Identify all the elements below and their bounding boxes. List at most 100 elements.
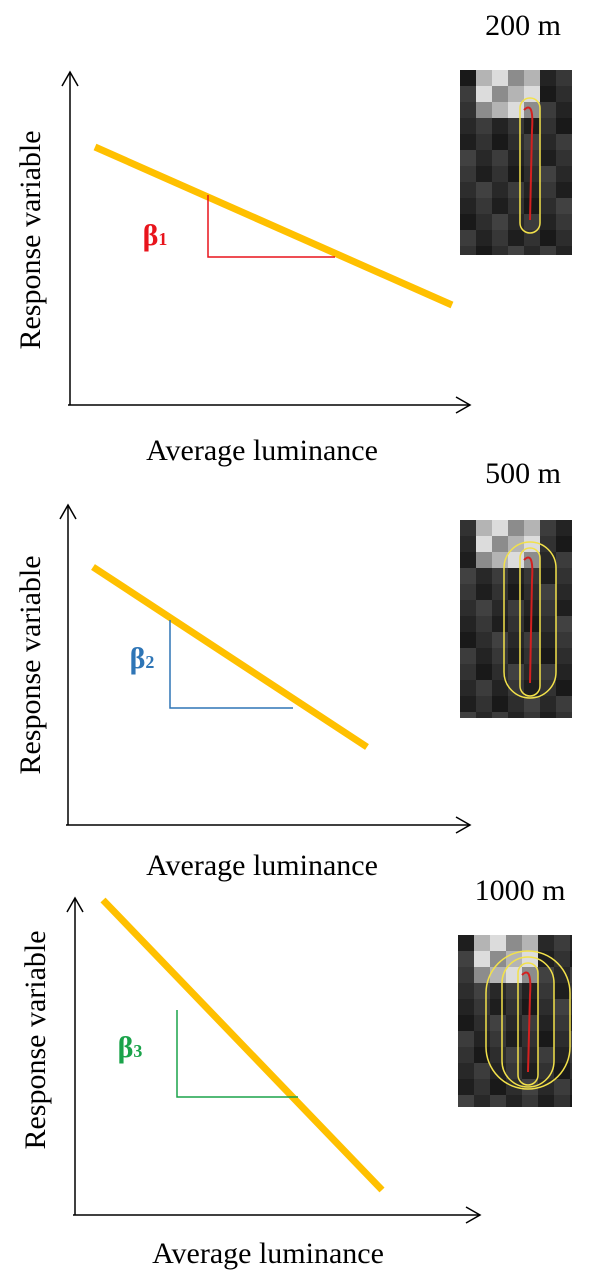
thumbnail-pixel xyxy=(556,520,572,536)
thumbnail-pixel xyxy=(474,1079,490,1095)
thumbnail-pixel xyxy=(556,198,572,214)
thumbnail-pixel xyxy=(460,648,476,664)
thumbnail-pixel xyxy=(492,584,508,600)
thumbnail-pixel xyxy=(460,230,476,246)
thumbnail-pixel xyxy=(508,696,524,712)
thumbnail-pixel xyxy=(524,664,540,680)
thumbnail-pixel xyxy=(492,520,508,536)
thumbnail-pixel xyxy=(556,102,572,118)
thumbnail-pixel xyxy=(524,214,540,230)
thumbnail-pixel xyxy=(556,118,572,134)
thumbnail-pixel xyxy=(490,983,506,999)
beta-index: 2 xyxy=(145,652,154,672)
thumbnail-pixel xyxy=(524,648,540,664)
thumbnail-pixel xyxy=(556,246,572,255)
thumbnail-pixel xyxy=(476,182,492,198)
thumbnail-pixel xyxy=(522,935,538,951)
thumbnail-pixel xyxy=(458,1031,474,1047)
thumbnail-pixel xyxy=(476,230,492,246)
thumbnail-pixel xyxy=(540,182,556,198)
thumbnail-pixel xyxy=(554,1079,570,1095)
thumbnail-pixel xyxy=(476,70,492,86)
thumbnail-pixel xyxy=(492,150,508,166)
thumbnail-pixel xyxy=(508,712,524,718)
thumbnail-pixel xyxy=(508,600,524,616)
thumbnail-pixel xyxy=(492,86,508,102)
thumbnail-pixel xyxy=(556,664,572,680)
thumbnail-pixel xyxy=(524,182,540,198)
thumbnail-pixel xyxy=(540,520,556,536)
thumbnail-pixel xyxy=(476,150,492,166)
thumbnail-pixel xyxy=(554,951,570,967)
beta-label: β3 xyxy=(118,1031,143,1064)
x-axis-label: Average luminance xyxy=(146,434,378,467)
thumbnail-pixel xyxy=(538,1095,554,1107)
thumbnail-pixel xyxy=(508,230,524,246)
thumbnail-pixel xyxy=(460,552,476,568)
thumbnail-pixel xyxy=(476,568,492,584)
thumbnail-pixel xyxy=(492,182,508,198)
thumbnail-pixel xyxy=(570,935,572,951)
thumbnail-pixel xyxy=(492,102,508,118)
thumbnail-pixel xyxy=(476,86,492,102)
thumbnail-pixel xyxy=(492,664,508,680)
thumbnail-pixel xyxy=(474,999,490,1015)
thumbnail-pixel xyxy=(538,1031,554,1047)
thumbnail-pixel xyxy=(474,1095,490,1107)
thumbnail-pixel xyxy=(540,616,556,632)
thumbnail-pixel xyxy=(540,86,556,102)
thumbnail-pixel xyxy=(476,600,492,616)
thumbnail-pixel xyxy=(556,536,572,552)
thumbnail-pixel xyxy=(524,86,540,102)
thumbnail-pixel xyxy=(540,198,556,214)
thumbnail-pixel xyxy=(524,246,540,255)
thumbnail-pixel xyxy=(458,967,474,983)
thumbnail-pixel xyxy=(476,680,492,696)
trend-line xyxy=(103,900,382,1190)
thumbnail-pixel xyxy=(474,951,490,967)
thumbnail-pixel xyxy=(540,648,556,664)
beta-label: β2 xyxy=(130,642,155,675)
thumbnail-pixel xyxy=(460,134,476,150)
thumbnail-pixel xyxy=(492,632,508,648)
thumbnail-pixel xyxy=(476,520,492,536)
thumbnail-pixel xyxy=(554,1031,570,1047)
thumbnail-pixel xyxy=(492,568,508,584)
thumbnail-pixel xyxy=(458,951,474,967)
thumbnail-pixel xyxy=(476,648,492,664)
thumbnail-pixel xyxy=(460,214,476,230)
thumbnail-pixel xyxy=(460,520,476,536)
thumbnail-pixel xyxy=(458,1063,474,1079)
thumbnail-pixel xyxy=(556,150,572,166)
thumbnail-pixel xyxy=(540,696,556,712)
thumbnail-pixel xyxy=(492,166,508,182)
thumbnail-pixel xyxy=(506,935,522,951)
thumbnail-pixel xyxy=(506,983,522,999)
thumbnail-pixel xyxy=(508,86,524,102)
y-axis-label: Response variable xyxy=(14,555,47,774)
thumbnail-pixel xyxy=(570,967,572,983)
thumbnail-pixel xyxy=(490,1095,506,1107)
thumbnail-pixel xyxy=(540,552,556,568)
thumbnail-pixel xyxy=(556,648,572,664)
beta-symbol: β xyxy=(118,1031,134,1064)
beta-index: 1 xyxy=(158,229,167,249)
thumbnail-pixel xyxy=(460,664,476,680)
thumbnail-pixel xyxy=(490,1047,506,1063)
thumbnail-pixel xyxy=(458,999,474,1015)
thumbnail-pixel xyxy=(492,134,508,150)
thumbnail-pixel xyxy=(524,712,540,718)
thumbnail-pixel xyxy=(506,1095,522,1107)
thumbnail-pixel xyxy=(538,983,554,999)
thumbnail-pixel xyxy=(458,1047,474,1063)
thumbnail-pixel xyxy=(556,166,572,182)
thumbnail-pixel xyxy=(460,600,476,616)
y-axis-label: Response variable xyxy=(14,130,47,349)
thumbnail-pixel xyxy=(524,198,540,214)
thumbnail-pixel xyxy=(540,214,556,230)
thumbnail-pixel xyxy=(460,568,476,584)
thumbnail-pixel xyxy=(476,696,492,712)
thumbnail-pixel xyxy=(458,1015,474,1031)
thumbnail-pixel xyxy=(460,150,476,166)
thumbnail-pixel xyxy=(556,214,572,230)
